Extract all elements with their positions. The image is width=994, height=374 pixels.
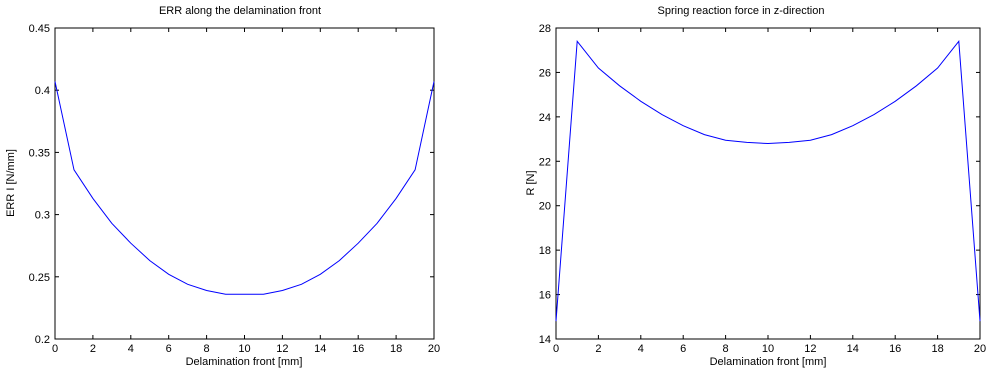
y-tick-label: 24 <box>539 112 551 124</box>
chart-title: Spring reaction force in z-direction <box>658 5 825 17</box>
x-tick-label: 0 <box>52 343 58 355</box>
x-tick-label: 20 <box>974 343 986 355</box>
y-axis-label: ERR I [N/mm] <box>5 149 17 217</box>
x-tick-label: 16 <box>889 343 901 355</box>
y-tick-label: 20 <box>539 201 551 213</box>
x-tick-label: 10 <box>762 343 774 355</box>
y-axis-label: R [N] <box>525 170 537 195</box>
x-tick-label: 0 <box>553 343 559 355</box>
x-tick-label: 18 <box>931 343 943 355</box>
plot-area <box>54 27 435 340</box>
x-tick-label: 8 <box>723 343 729 355</box>
x-tick-label: 20 <box>428 343 440 355</box>
chart-title: ERR along the delamination front <box>159 5 321 17</box>
x-axis-label: Delamination front [mm] <box>186 356 303 368</box>
x-tick-label: 6 <box>680 343 686 355</box>
spring-reaction-series-line <box>555 39 981 322</box>
x-tick-label: 12 <box>276 343 288 355</box>
x-axis-ticks: 0 2 4 6 8 10 12 14 16 18 20 <box>52 28 440 355</box>
x-tick-label: 8 <box>204 343 210 355</box>
x-tick-label: 18 <box>390 343 402 355</box>
err-series-line <box>54 81 435 295</box>
x-tick-label: 4 <box>638 343 644 355</box>
y-tick-label: 22 <box>539 156 551 168</box>
y-tick-label: 14 <box>539 334 551 346</box>
y-tick-label: 0.35 <box>29 147 50 159</box>
x-tick-label: 2 <box>90 343 96 355</box>
y-tick-label: 0.3 <box>35 210 50 222</box>
y-axis-ticks: 14 16 18 20 22 24 26 28 <box>539 23 980 346</box>
plot-area <box>555 27 981 340</box>
x-axis-ticks: 0 2 4 6 8 10 12 14 16 18 20 <box>553 28 986 355</box>
y-tick-label: 26 <box>539 67 551 79</box>
x-tick-label: 10 <box>238 343 250 355</box>
x-tick-label: 14 <box>314 343 326 355</box>
y-tick-label: 0.2 <box>35 334 50 346</box>
x-axis-label: Delamination front [mm] <box>710 356 827 368</box>
x-tick-label: 6 <box>166 343 172 355</box>
x-tick-label: 12 <box>804 343 816 355</box>
y-tick-label: 16 <box>539 290 551 302</box>
x-tick-label: 4 <box>128 343 134 355</box>
y-tick-label: 28 <box>539 23 551 35</box>
x-tick-label: 16 <box>352 343 364 355</box>
y-tick-label: 0.25 <box>29 272 50 284</box>
x-tick-label: 2 <box>595 343 601 355</box>
y-axis-ticks: 0.2 0.25 0.3 0.35 0.4 0.45 <box>29 23 434 346</box>
y-tick-label: 18 <box>539 245 551 257</box>
y-tick-label: 0.4 <box>35 85 50 97</box>
y-tick-label: 0.45 <box>29 23 50 35</box>
x-tick-label: 14 <box>847 343 859 355</box>
err-chart: ERR along the delamination front 0 2 4 6 8 10… <box>5 5 440 368</box>
